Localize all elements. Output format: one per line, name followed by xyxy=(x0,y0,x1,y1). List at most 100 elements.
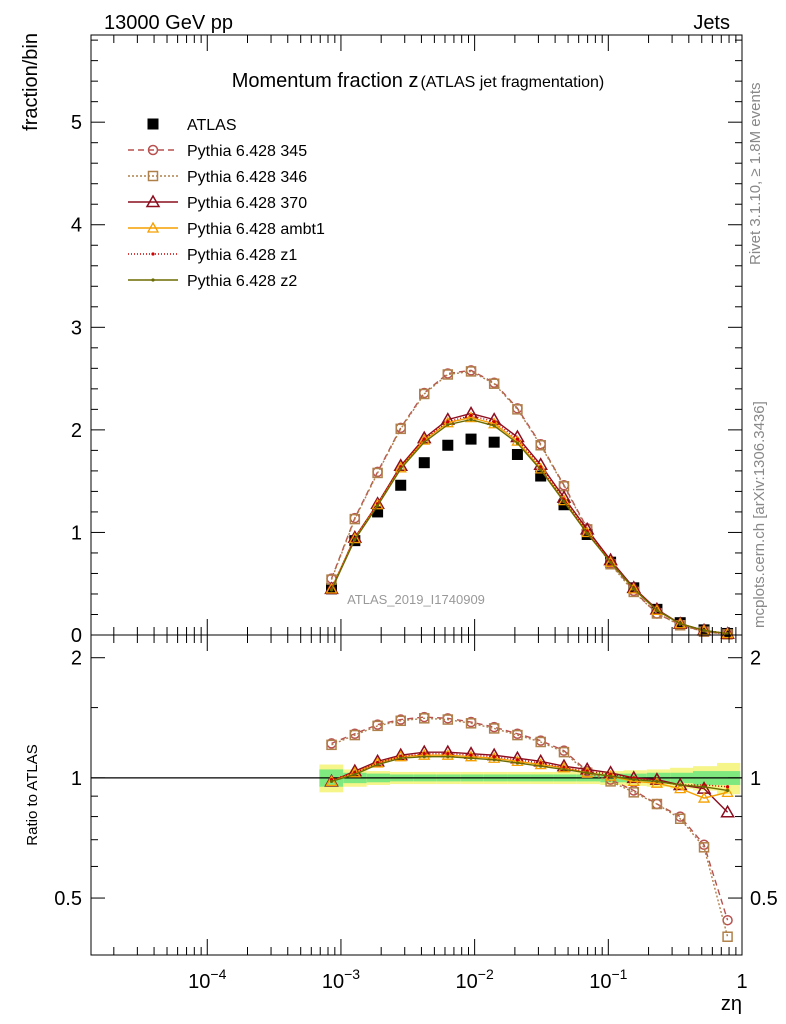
series-line-p345 xyxy=(330,369,728,635)
point-z1 xyxy=(446,752,450,756)
point-z2 xyxy=(329,588,334,592)
point-z2 xyxy=(492,424,496,428)
series-line-p346 xyxy=(331,717,729,937)
legend-marker xyxy=(147,170,159,182)
point-ambt1 xyxy=(394,461,407,473)
point-p346 xyxy=(395,423,406,435)
point-ambt1 xyxy=(464,411,478,423)
legend-label: Pythia 6.428 345 xyxy=(187,143,307,160)
legend-label: ATLAS xyxy=(187,117,237,134)
header-right: Jets xyxy=(693,12,730,34)
ratio-frame xyxy=(90,634,743,956)
point-z2 xyxy=(329,779,334,783)
ratio-panel: 0.5 0.5 1 1 2 2 10−4 10−3 10−2 10−1 1 Ratio to ATL… xyxy=(24,634,778,1015)
point-z2 xyxy=(702,785,706,789)
point-z1 xyxy=(725,785,730,789)
point-z2 xyxy=(375,762,380,767)
x-tick-label: 10−3 xyxy=(322,966,360,993)
point-p370 xyxy=(626,770,642,784)
point-z2 xyxy=(725,631,730,636)
point-z2 xyxy=(725,788,730,793)
rivet-label: Rivet 3.1.10, ≥ 1.8M events xyxy=(747,83,764,266)
legend-marker xyxy=(146,221,160,233)
point-p346 xyxy=(488,723,500,734)
series-line-p345 xyxy=(331,716,729,921)
point-p346 xyxy=(419,388,430,400)
series-p345 xyxy=(326,711,733,926)
point-p346 xyxy=(465,718,477,729)
y-tick-label: 4 xyxy=(71,215,82,237)
ratio-y-tick-label-right: 0.5 xyxy=(750,888,778,910)
point-p346 xyxy=(372,720,383,732)
point-z2 xyxy=(632,778,636,782)
point-z2 xyxy=(353,772,357,777)
chart-title-main: Momentum fraction z xyxy=(232,70,419,92)
chart-title: Momentum fraction z (ATLAS jet fragmentat… xyxy=(232,70,605,92)
point-p346 xyxy=(442,714,454,725)
point-z1 xyxy=(515,437,520,441)
series-line-p346 xyxy=(330,370,728,636)
point-ambt1 xyxy=(371,498,384,510)
point-z2 xyxy=(702,628,706,632)
point-p346 xyxy=(442,369,454,380)
point-z1 xyxy=(492,420,496,424)
legend-marker xyxy=(147,118,159,130)
y-tick-label: 2 xyxy=(71,420,82,442)
legend-marker xyxy=(151,278,155,282)
legend-marker xyxy=(151,252,155,256)
ratio-y-tick-label-right: 2 xyxy=(750,648,761,670)
point-z1 xyxy=(446,420,450,424)
y-tick-label: 0 xyxy=(71,625,82,647)
legend-marker xyxy=(145,194,161,208)
main-axes: 0 1 2 3 4 5 xyxy=(71,34,743,647)
point-z2 xyxy=(678,783,682,787)
legend-item-ambt1: Pythia 6.428 ambt1 xyxy=(128,221,325,238)
point-p346 xyxy=(372,467,383,479)
watermark: ATLAS_2019_I1740909 xyxy=(347,592,485,607)
legend-label: Pythia 6.428 346 xyxy=(187,169,307,186)
point-z1 xyxy=(469,413,473,418)
point-z2 xyxy=(515,761,520,765)
point-ambt1 xyxy=(511,755,524,767)
ratio-plot-marks xyxy=(91,711,742,942)
point-z2 xyxy=(632,587,636,591)
mcplots-label: mcplots.cern.ch [arXiv:1306.3436] xyxy=(751,401,768,628)
point-ambt1 xyxy=(674,782,687,794)
point-ambt1 xyxy=(488,417,501,429)
point-data xyxy=(511,448,523,460)
point-p346 xyxy=(349,729,361,741)
point-z2 xyxy=(515,441,520,445)
point-z2 xyxy=(446,755,450,759)
point-data xyxy=(442,439,454,451)
point-z2 xyxy=(655,608,659,612)
point-z2 xyxy=(608,560,613,564)
header-left: 13000 GeV pp xyxy=(104,12,233,34)
series-data xyxy=(326,433,734,639)
point-ambt1 xyxy=(441,416,454,428)
point-data xyxy=(488,436,500,448)
point-p346 xyxy=(535,736,546,748)
point-data xyxy=(395,479,407,491)
x-axis-label: zη xyxy=(721,993,742,1015)
point-z2 xyxy=(678,622,682,626)
point-z2 xyxy=(399,467,403,471)
chart-title-sub: (ATLAS jet fragmentation) xyxy=(420,74,604,91)
point-p346 xyxy=(326,739,337,751)
main-plot-marks xyxy=(324,365,735,640)
point-z1 xyxy=(422,752,426,756)
point-p346 xyxy=(349,513,361,525)
point-p346 xyxy=(722,931,733,942)
point-z2 xyxy=(353,538,357,542)
point-p346 xyxy=(395,715,406,727)
point-z2 xyxy=(399,756,403,760)
point-z1 xyxy=(539,761,543,765)
x-tick-label: 10−1 xyxy=(589,966,627,993)
point-data xyxy=(372,506,384,518)
point-ambt1 xyxy=(488,751,501,763)
point-ambt1 xyxy=(581,526,594,538)
point-ambt1 xyxy=(464,750,478,762)
point-ambt1 xyxy=(418,748,431,760)
point-p346 xyxy=(535,440,546,451)
point-p370 xyxy=(649,772,665,785)
